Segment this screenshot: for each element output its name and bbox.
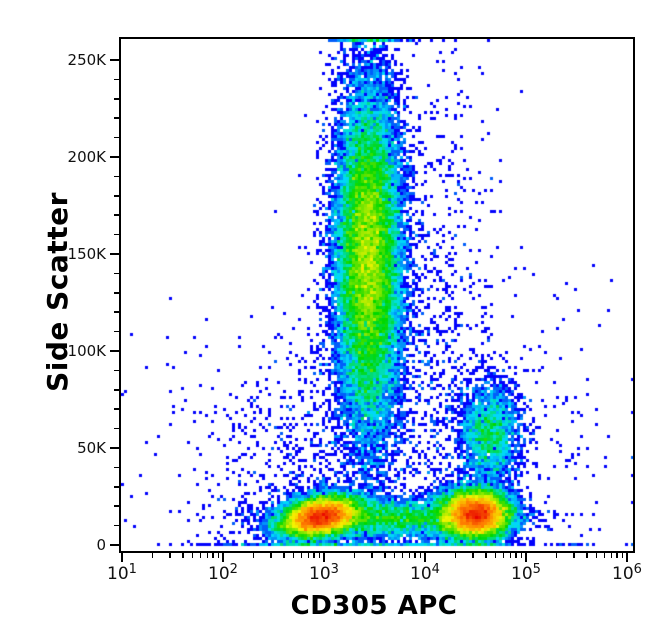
x-minor-tick [292, 553, 295, 558]
y-tick-label: 0 [96, 536, 106, 554]
x-minor-tick [616, 553, 618, 558]
x-minor-tick [414, 553, 416, 558]
y-minor-tick [114, 524, 119, 527]
x-major-tick [424, 553, 426, 562]
x-tick-label: 104 [410, 562, 440, 584]
x-minor-tick [206, 553, 209, 558]
x-minor-tick [520, 553, 523, 558]
x-tick-label: 101 [107, 562, 137, 584]
x-minor-tick [586, 553, 588, 558]
x-minor-tick [555, 553, 558, 558]
x-minor-tick [217, 553, 220, 558]
x-minor-tick [283, 553, 285, 558]
x-minor-tick [199, 553, 202, 558]
y-minor-tick [114, 408, 119, 410]
y-minor-tick [114, 330, 119, 333]
x-minor-tick [270, 553, 272, 558]
y-minor-tick [114, 466, 119, 469]
y-major-tick [110, 544, 119, 546]
x-tick-label: 105 [511, 562, 541, 584]
y-minor-tick [114, 214, 119, 216]
x-minor-tick [169, 553, 171, 558]
y-major-tick [110, 350, 119, 352]
density-plot-canvas [121, 39, 633, 551]
y-minor-tick [114, 311, 119, 313]
y-minor-tick [114, 292, 119, 294]
x-tick-label: 103 [309, 562, 339, 584]
y-minor-tick [114, 505, 119, 507]
x-major-tick [323, 553, 325, 562]
y-minor-tick [114, 117, 119, 119]
x-minor-tick [610, 553, 613, 558]
x-minor-tick [300, 553, 303, 558]
y-tick-label: 100K [67, 342, 106, 360]
x-minor-tick [371, 553, 373, 558]
x-minor-tick [393, 553, 396, 558]
y-minor-tick [114, 175, 119, 178]
x-minor-tick [384, 553, 386, 558]
x-minor-tick [502, 553, 505, 558]
x-minor-tick [509, 553, 512, 558]
x-major-tick [222, 553, 224, 562]
x-minor-tick [182, 553, 184, 558]
x-minor-tick [494, 553, 497, 558]
y-minor-tick [114, 136, 119, 139]
x-minor-tick [313, 553, 315, 558]
y-minor-tick [114, 98, 119, 100]
y-minor-tick [114, 486, 119, 488]
x-tick-label: 106 [612, 562, 642, 584]
y-minor-tick [114, 272, 119, 275]
x-minor-tick [353, 553, 356, 558]
x-minor-tick [401, 553, 404, 558]
y-tick-label: 50K [77, 439, 106, 457]
x-minor-tick [621, 553, 624, 558]
y-minor-tick [114, 195, 119, 197]
y-tick-label: 150K [67, 245, 106, 263]
y-major-tick [110, 156, 119, 158]
y-tick-label: 250K [67, 51, 106, 69]
x-minor-tick [408, 553, 411, 558]
y-major-tick [110, 253, 119, 255]
y-minor-tick [114, 233, 119, 236]
x-minor-tick [515, 553, 517, 558]
x-minor-tick [151, 553, 154, 558]
y-major-tick [110, 59, 119, 61]
x-minor-tick [595, 553, 598, 558]
y-tick-label: 200K [67, 148, 106, 166]
x-tick-label: 102 [208, 562, 238, 584]
x-minor-tick [318, 553, 321, 558]
x-minor-tick [252, 553, 255, 558]
x-minor-tick [472, 553, 474, 558]
y-minor-tick [114, 78, 119, 81]
x-axis-title: CD305 APC [290, 591, 458, 621]
x-minor-tick [212, 553, 214, 558]
x-minor-tick [603, 553, 606, 558]
x-major-tick [626, 553, 628, 562]
x-minor-tick [191, 553, 194, 558]
x-minor-tick [485, 553, 487, 558]
y-major-tick [110, 447, 119, 449]
x-major-tick [121, 553, 123, 562]
plot-area [119, 37, 635, 553]
y-minor-tick [114, 389, 119, 391]
x-major-tick [525, 553, 527, 562]
x-minor-tick [573, 553, 575, 558]
y-minor-tick [114, 427, 119, 430]
x-minor-tick [307, 553, 310, 558]
x-minor-tick [454, 553, 457, 558]
x-minor-tick [419, 553, 422, 558]
y-minor-tick [114, 369, 119, 372]
